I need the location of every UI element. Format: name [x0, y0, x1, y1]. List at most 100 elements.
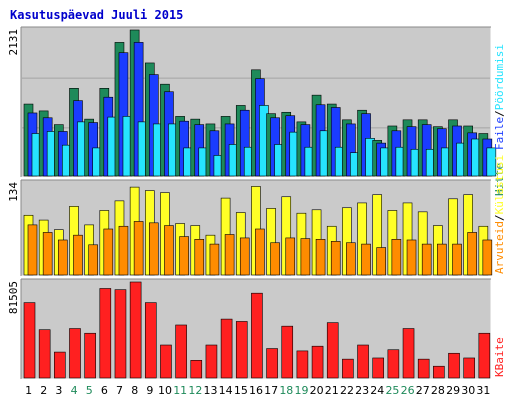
- x-tick-2: 2: [40, 384, 47, 397]
- legend-top-files-pages: Faile/Pöördumisi: [493, 44, 506, 150]
- bar-sites-day-17: [270, 242, 280, 276]
- bar-kbytes-day-11: [175, 324, 187, 379]
- y-max-label-middle: 134: [7, 182, 20, 202]
- bar-kbytes-day-17: [266, 348, 278, 379]
- bar-sites-day-29: [452, 243, 462, 276]
- y-max-label-top: 2131: [7, 29, 20, 56]
- x-tick-1: 1: [25, 384, 32, 397]
- bar-kbytes-day-27: [417, 358, 430, 379]
- x-tick-4: 4: [71, 384, 78, 397]
- bar-sites-day-14: [224, 234, 235, 276]
- bar-kbytes-day-28: [433, 365, 445, 379]
- bar-kbytes-day-15: [235, 321, 248, 379]
- legend-middle: Arvuteid/Külastusi: [493, 155, 506, 274]
- x-tick-28: 28: [431, 384, 445, 397]
- x-tick-31: 31: [476, 384, 490, 397]
- bar-sites-day-30: [467, 232, 477, 276]
- x-tick-7: 7: [116, 384, 123, 397]
- x-tick-10: 10: [158, 384, 172, 397]
- bar-sites-day-20: [315, 238, 326, 276]
- bar-kbytes-day-10: [160, 344, 172, 379]
- x-tick-20: 20: [310, 384, 324, 397]
- legend-top-files-pages-part: Faile: [493, 117, 506, 150]
- bar-sites-day-9: [148, 222, 159, 276]
- x-tick-5: 5: [86, 384, 93, 397]
- bar-sites-day-10: [164, 225, 174, 276]
- bar-kbytes-day-31: [478, 332, 491, 379]
- x-tick-26: 26: [401, 384, 415, 397]
- legend-middle-part: /: [493, 214, 506, 221]
- bar-kbytes-day-29: [448, 352, 460, 379]
- bar-sites-day-1: [27, 224, 38, 276]
- panels: 2131 134 81505: [7, 26, 497, 380]
- x-tick-25: 25: [385, 384, 399, 397]
- bar-sites-day-16: [255, 228, 265, 276]
- right-legend: Faile/PöördumisiHitteArvuteid/KülastusiK…: [493, 44, 506, 377]
- x-tick-12: 12: [188, 384, 202, 397]
- bar-sites-day-23: [361, 243, 371, 276]
- bar-kbytes-day-3: [54, 351, 66, 379]
- x-tick-29: 29: [446, 384, 460, 397]
- bar-sites-day-4: [73, 234, 83, 276]
- bar-kbytes-day-21: [326, 322, 339, 379]
- x-tick-19: 19: [294, 384, 308, 397]
- x-tick-30: 30: [461, 384, 475, 397]
- bar-pages-day-31: [486, 147, 497, 177]
- bar-sites-day-27: [421, 243, 432, 276]
- chart-title: Kasutuspäevad Juuli 2015: [10, 8, 183, 22]
- bar-kbytes-day-7: [114, 289, 127, 379]
- bar-kbytes-day-16: [251, 292, 263, 379]
- bar-kbytes-day-30: [463, 357, 475, 379]
- bar-kbytes-day-5: [84, 332, 96, 379]
- bar-sites-day-18: [285, 237, 296, 276]
- panel-bottom: 81505: [7, 278, 492, 380]
- bar-kbytes-day-25: [387, 349, 400, 379]
- legend-top-files-pages-part: /: [493, 110, 506, 117]
- x-tick-18: 18: [279, 384, 293, 397]
- x-tick-27: 27: [416, 384, 430, 397]
- bar-sites-day-15: [239, 237, 250, 276]
- bar-sites-day-5: [88, 244, 98, 276]
- legend-middle-part: Külastusi: [493, 155, 506, 215]
- bar-kbytes-day-14: [220, 318, 233, 379]
- x-tick-14: 14: [219, 384, 233, 397]
- y-max-label-bottom: 81505: [7, 281, 20, 314]
- bar-kbytes-day-12: [190, 360, 203, 379]
- x-tick-22: 22: [340, 384, 354, 397]
- legend-bottom: KBaite: [493, 337, 506, 377]
- x-tick-11: 11: [173, 384, 187, 397]
- legend-top-hits-part: Hitte: [493, 163, 506, 196]
- bar-kbytes-day-24: [372, 357, 385, 379]
- bar-kbytes-day-8: [129, 281, 142, 379]
- x-tick-9: 9: [146, 384, 153, 397]
- bar-sites-day-21: [330, 241, 341, 276]
- x-tick-23: 23: [355, 384, 369, 397]
- bar-kbytes-day-23: [357, 344, 369, 379]
- x-tick-24: 24: [370, 384, 384, 397]
- x-tick-13: 13: [204, 384, 218, 397]
- x-tick-21: 21: [325, 384, 339, 397]
- panel-middle: 134: [7, 179, 493, 277]
- legend-top-files-pages-part: Pöördumisi: [493, 44, 506, 110]
- bar-sites-day-3: [58, 239, 68, 276]
- bar-kbytes-day-9: [144, 302, 157, 379]
- x-tick-17: 17: [264, 384, 278, 397]
- bar-sites-day-7: [118, 225, 129, 276]
- bar-kbytes-day-13: [205, 344, 218, 379]
- bar-sites-day-13: [209, 243, 220, 276]
- legend-bottom-part: KBaite: [493, 337, 506, 377]
- bar-sites-day-11: [179, 236, 189, 276]
- bar-kbytes-day-26: [402, 328, 415, 379]
- bar-kbytes-day-22: [342, 358, 354, 379]
- bar-sites-day-6: [103, 228, 114, 276]
- x-tick-labels: 1 2 3 4 5 6 7 8 9 10 11 12 13 14 15 16 17 18 19 20 21 22 23 24 2…: [25, 384, 490, 397]
- bar-sites-day-28: [437, 243, 447, 276]
- x-tick-16: 16: [249, 384, 263, 397]
- bar-kbytes-day-1: [23, 302, 36, 379]
- panel-top: 2131: [7, 26, 497, 178]
- bar-kbytes-day-19: [296, 350, 309, 379]
- bar-sites-day-12: [194, 238, 205, 276]
- x-tick-6: 6: [101, 384, 108, 397]
- bar-kbytes-day-4: [69, 328, 81, 379]
